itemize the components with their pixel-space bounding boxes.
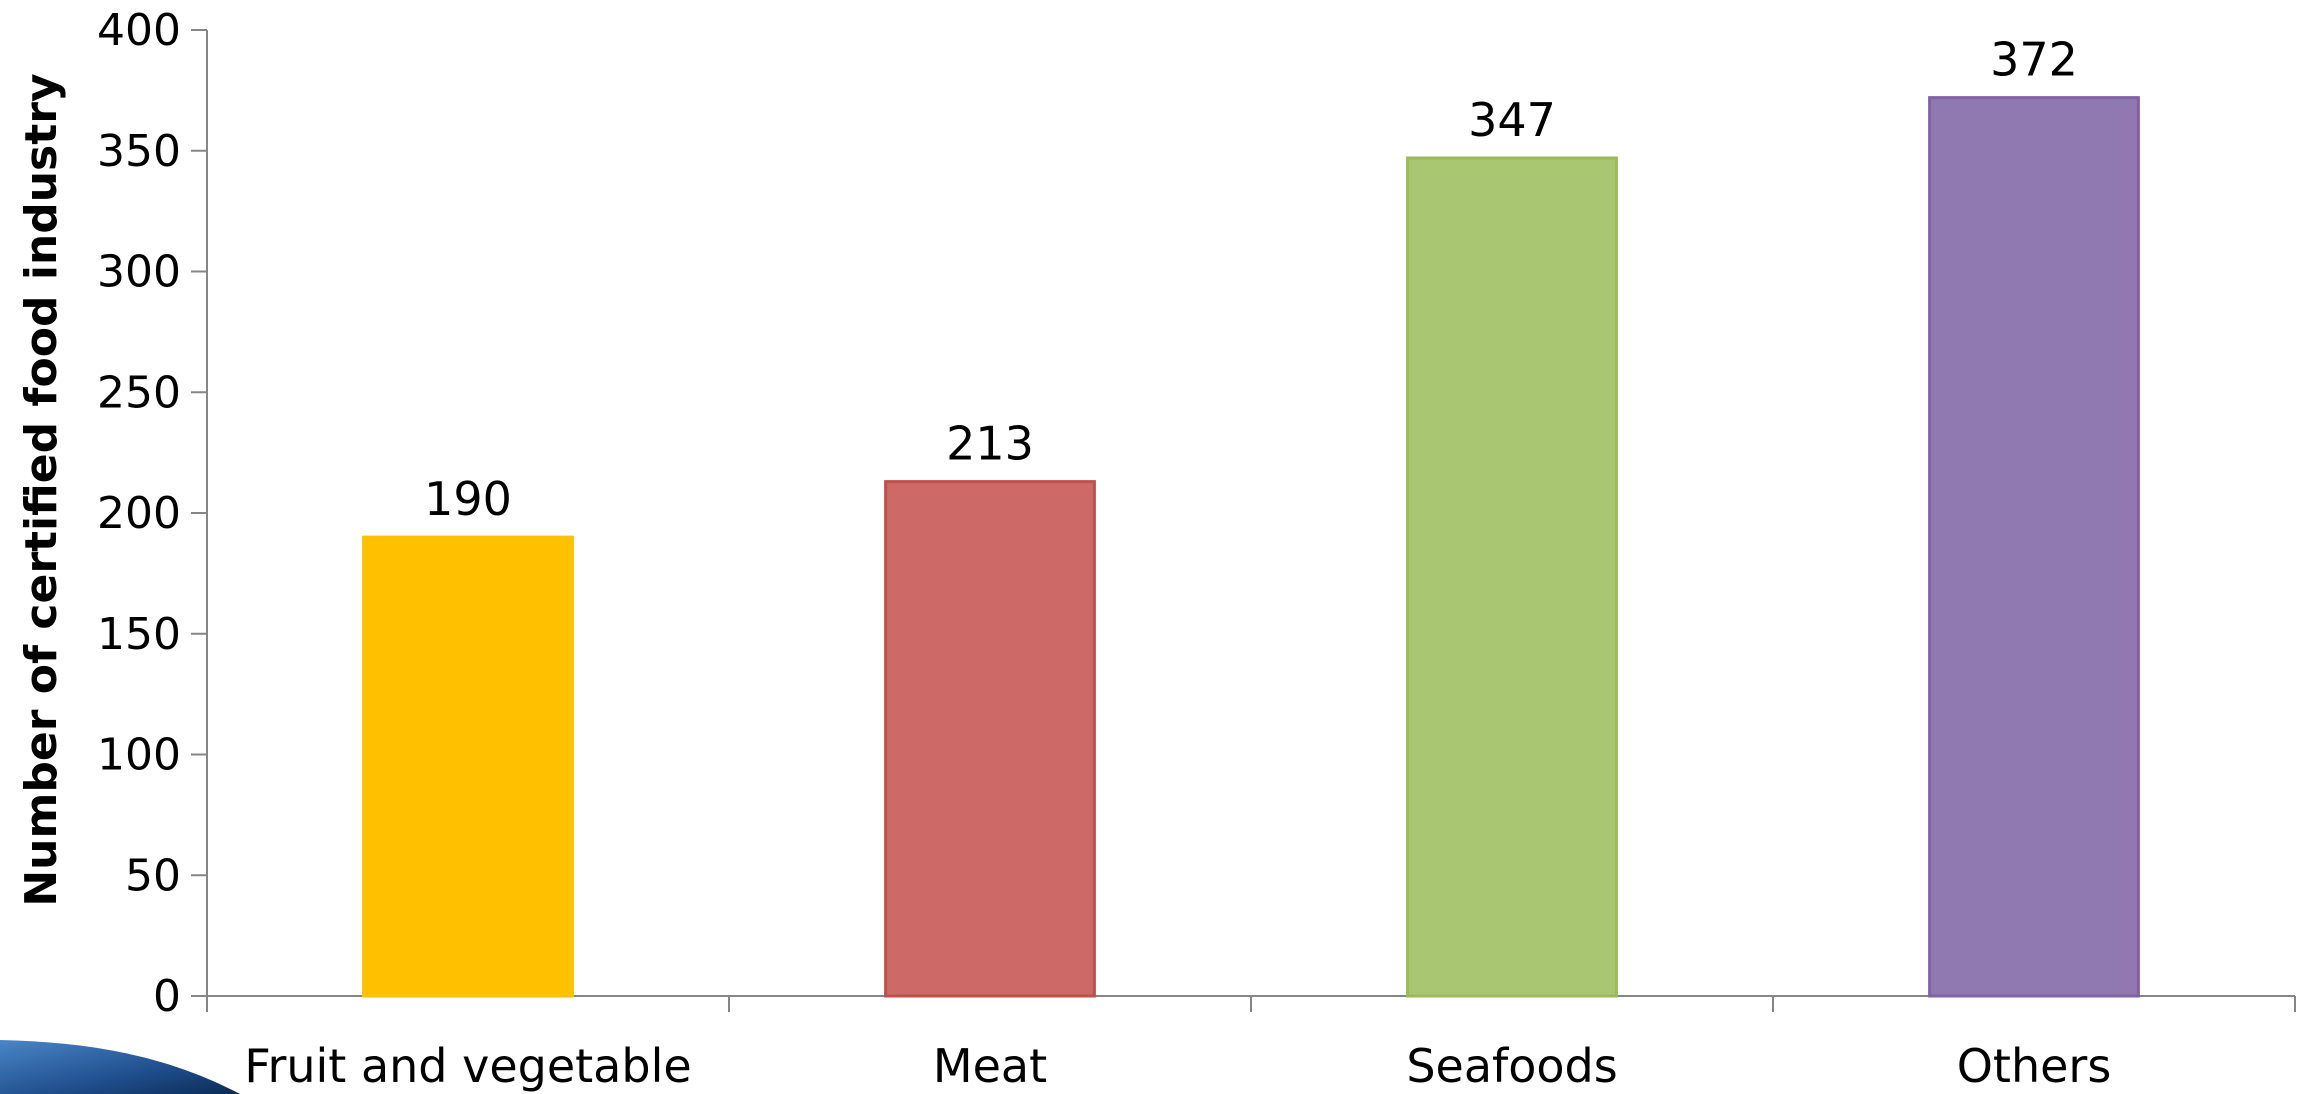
- data-label: 213: [946, 417, 1034, 471]
- y-tick-label: 0: [153, 971, 181, 1022]
- x-category-label: Others: [1957, 1039, 2112, 1093]
- bar-others: [1928, 96, 2140, 998]
- y-tick-label: 100: [97, 730, 181, 781]
- bar-fruit-and-vegetable: [362, 535, 574, 998]
- y-tick-label: 300: [97, 247, 181, 298]
- y-tick-label: 350: [97, 126, 181, 177]
- bar-meat: [884, 480, 1096, 998]
- data-label: 372: [1990, 33, 2078, 87]
- y-tick-label: 200: [97, 488, 181, 539]
- y-axis-ticks: 0 50 100 150 200 250 300 350 400: [97, 5, 207, 1022]
- y-tick-label: 400: [97, 5, 181, 56]
- x-axis-categories: Fruit and vegetable Meat Seafoods Others: [244, 1039, 2111, 1093]
- y-axis-title: Number of certified food industry: [16, 73, 67, 906]
- x-category-label: Seafoods: [1406, 1039, 1617, 1093]
- data-label: 347: [1468, 93, 1556, 147]
- y-tick-label: 250: [97, 367, 181, 418]
- y-tick-label: 150: [97, 609, 181, 660]
- y-tick-label: 50: [125, 850, 181, 901]
- x-category-label: Meat: [933, 1039, 1047, 1093]
- bar-seafoods: [1406, 156, 1618, 998]
- data-labels: 190 213 347 372: [424, 33, 2078, 527]
- bars: [362, 96, 2140, 998]
- corner-swoosh-decoration: [0, 1040, 240, 1094]
- x-category-label: Fruit and vegetable: [244, 1039, 691, 1093]
- data-label: 190: [424, 472, 512, 526]
